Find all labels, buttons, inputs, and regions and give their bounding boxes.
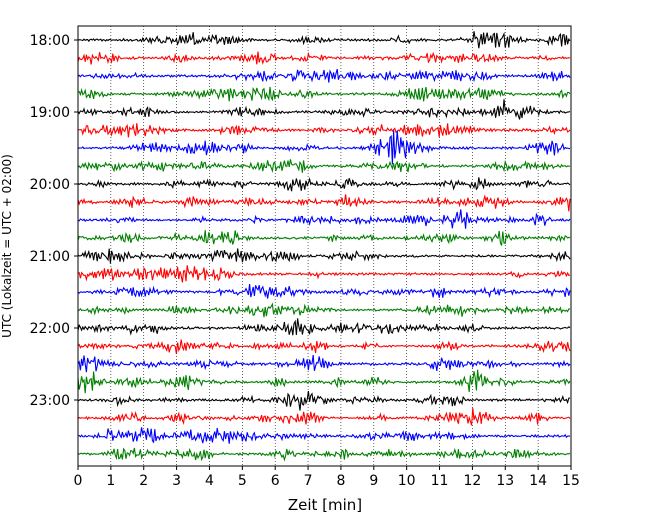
- x-tick-label: 15: [562, 473, 580, 489]
- x-tick-label: 4: [205, 473, 214, 489]
- x-tick-label: 9: [369, 473, 378, 489]
- x-tick-label: 6: [271, 473, 280, 489]
- x-axis-ticks: 0 1 2 3 4 5 6 7 8 9 10 11 12 13 14 15: [74, 466, 580, 489]
- trace-line: [77, 284, 571, 299]
- seismic-traces: [77, 31, 571, 462]
- trace-line: [77, 390, 571, 411]
- trace-line: [77, 354, 571, 373]
- x-tick-label: 7: [304, 473, 313, 489]
- x-tick-label: 0: [74, 473, 83, 489]
- x-tick-label: 11: [431, 473, 449, 489]
- y-tick-label: 20:00: [30, 177, 70, 193]
- y-axis-label: UTC (Lokalzeit = UTC + 02:00): [0, 154, 14, 338]
- trace-line: [77, 123, 571, 138]
- y-tick-label: 22:00: [30, 321, 70, 337]
- plot-frame: [77, 25, 572, 467]
- trace-line: [77, 31, 571, 49]
- trace-line: [77, 447, 571, 462]
- trace-line: [77, 369, 571, 394]
- y-tick-label: 18:00: [30, 33, 70, 49]
- trace-line: [77, 302, 571, 318]
- y-axis-ticks: 18:00 19:00 20:00 21:00 22:00 23:00: [30, 33, 78, 409]
- x-tick-label: 13: [496, 473, 514, 489]
- trace-line: [77, 159, 571, 173]
- y-tick-label: 23:00: [30, 393, 70, 409]
- x-tick-label: 14: [529, 473, 547, 489]
- trace-line: [77, 51, 571, 65]
- trace-line: [77, 194, 571, 212]
- x-axis-label: Zeit [min]: [288, 496, 362, 514]
- trace-line: [77, 248, 571, 264]
- trace-line: [77, 230, 571, 246]
- trace-line: [77, 408, 571, 426]
- trace-line: [77, 86, 571, 102]
- x-tick-label: 3: [172, 473, 181, 489]
- trace-line: [77, 318, 571, 336]
- x-tick-label: 10: [398, 473, 416, 489]
- trace-line: [77, 339, 571, 354]
- trace-line: [77, 427, 571, 444]
- trace-line: [77, 209, 571, 229]
- trace-line: [77, 176, 571, 192]
- trace-line: [77, 68, 571, 83]
- x-tick-label: 8: [336, 473, 345, 489]
- x-tick-label: 1: [106, 473, 115, 489]
- x-tick-label: 2: [139, 473, 148, 489]
- trace-line: [77, 99, 571, 120]
- y-tick-label: 21:00: [30, 249, 70, 265]
- y-tick-label: 19:00: [30, 105, 70, 121]
- x-tick-label: 5: [238, 473, 247, 489]
- x-tick-label: 12: [463, 473, 481, 489]
- trace-line: [77, 130, 571, 165]
- trace-line: [77, 265, 571, 283]
